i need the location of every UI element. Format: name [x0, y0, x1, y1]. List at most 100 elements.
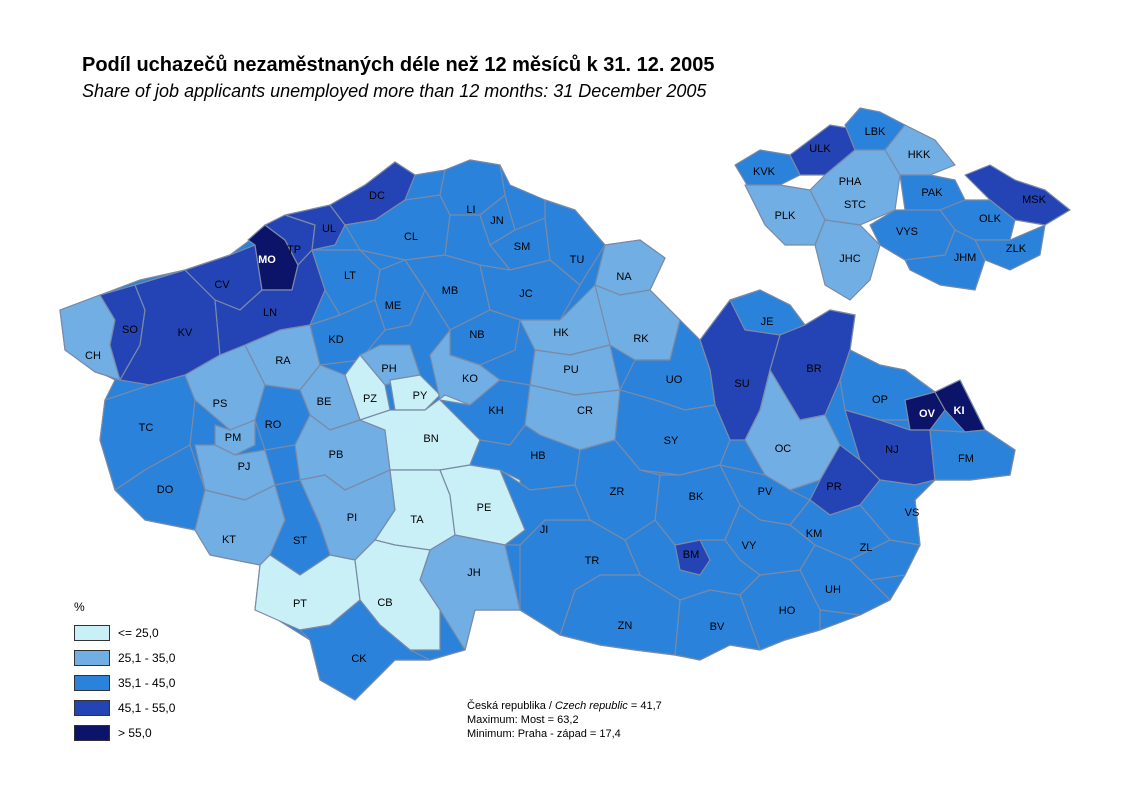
district-label-na: NA [616, 271, 632, 283]
district-label-pi: PI [347, 512, 357, 524]
district-label-tc: TC [139, 422, 154, 434]
district-label-kt: KT [222, 534, 236, 546]
district-label-bm: BM [683, 549, 700, 561]
region-label-jhm: JHM [954, 252, 977, 264]
region-label-hkk: HKK [908, 149, 931, 161]
district-label-kh: KH [488, 405, 503, 417]
region-label-pak: PAK [921, 187, 943, 199]
district-label-hk: HK [553, 327, 569, 339]
district-label-ki: KI [954, 405, 965, 417]
district-label-lt: LT [344, 270, 356, 282]
district-bv [674, 589, 761, 661]
region-label-olk: OLK [979, 213, 1002, 225]
district-label-kd: KD [328, 334, 343, 346]
district-zr [574, 439, 661, 541]
district-map: CH SO KV CV MO TP UL DC LN CL LI JN SM TU NA LT ME MB JC TC… [59, 159, 1016, 701]
district-label-bv: BV [710, 621, 725, 633]
summary-notes: Česká republika / Czech republic = 41,7 … [467, 699, 662, 741]
district-label-zr: ZR [610, 486, 625, 498]
district-label-hb: HB [530, 450, 545, 462]
district-label-bk: BK [689, 491, 704, 503]
legend-label: 45,1 - 55,0 [118, 700, 176, 715]
legend-item: 45,1 - 55,0 [74, 695, 175, 720]
district-label-ra: RA [275, 355, 291, 367]
district-li [439, 159, 506, 216]
district-label-ta: TA [410, 514, 424, 526]
district-label-sm: SM [514, 241, 531, 253]
region-label-pha: PHA [839, 176, 862, 188]
district-label-cr: CR [577, 405, 593, 417]
region-label-kvk: KVK [753, 166, 776, 178]
country-average: Česká republika / Czech republic = 41,7 [467, 700, 662, 712]
district-ji [499, 469, 591, 546]
district-label-tr: TR [585, 555, 600, 567]
maximum-note: Maximum: Most = 63,2 [467, 714, 579, 726]
district-label-dc: DC [369, 190, 385, 202]
district-label-cb: CB [377, 597, 392, 609]
district-label-mb: MB [442, 285, 459, 297]
region-label-ulk: ULK [809, 143, 831, 155]
district-label-br: BR [806, 363, 821, 375]
district-vy [724, 504, 816, 576]
region-label-jhc: JHC [839, 253, 860, 265]
district-label-pm: PM [225, 432, 242, 444]
district-label-vy: VY [742, 540, 757, 552]
legend-item: 25,1 - 35,0 [74, 645, 175, 670]
district-label-pe: PE [477, 502, 492, 514]
map-subtitle: Share of job applicants unemployed more … [82, 81, 707, 101]
district-label-tu: TU [570, 254, 585, 266]
district-label-ph: PH [381, 363, 396, 375]
district-ov [904, 391, 946, 431]
district-label-oc: OC [775, 443, 792, 455]
district-label-zl: ZL [860, 542, 873, 554]
district-label-nb: NB [469, 329, 484, 341]
district-label-ul: UL [322, 223, 336, 235]
district-label-ko: KO [462, 373, 478, 385]
district-label-vs: VS [905, 507, 920, 519]
district-label-ps: PS [213, 398, 228, 410]
legend-swatch [74, 699, 110, 716]
district-label-sy: SY [664, 435, 679, 447]
district-sy [614, 389, 731, 476]
legend-item: <= 25,0 [74, 620, 175, 645]
district-label-bn: BN [423, 433, 438, 445]
district-label-ck: CK [351, 653, 367, 665]
district-label-jc: JC [519, 288, 533, 300]
district-label-mo: MO [258, 254, 276, 266]
district-label-ch: CH [85, 350, 101, 362]
district-label-ln: LN [263, 307, 277, 319]
legend-swatch [74, 649, 110, 666]
district-label-do: DO [157, 484, 174, 496]
region-label-zlk: ZLK [1006, 243, 1027, 255]
region-label-msk: MSK [1022, 194, 1047, 206]
legend-swatch [74, 624, 110, 641]
legend: % <= 25,0 25,1 - 35,0 35,1 - 45,0 45,1 - 55… [74, 600, 175, 745]
district-label-pu: PU [563, 364, 578, 376]
district-label-ji: JI [540, 524, 549, 536]
legend-item: 35,1 - 45,0 [74, 670, 175, 695]
district-label-cv: CV [214, 279, 230, 291]
district-label-st: ST [293, 535, 307, 547]
district-label-uo: UO [666, 374, 683, 386]
region-label-lbk: LBK [865, 126, 886, 138]
region-jhc [814, 219, 881, 301]
legend-swatch [74, 724, 110, 741]
district-label-ho: HO [779, 605, 796, 617]
legend-swatch [74, 674, 110, 691]
district-label-km: KM [806, 528, 823, 540]
map-title: Podíl uchazečů nezaměstnaných déle než 1… [82, 54, 715, 76]
legend-item: > 55,0 [74, 720, 175, 745]
district-label-tp: TP [287, 244, 301, 256]
district-label-cl: CL [404, 231, 418, 243]
district-label-rk: RK [633, 333, 649, 345]
legend-unit: % [74, 600, 85, 614]
legend-label: > 55,0 [118, 725, 152, 740]
district-label-fm: FM [958, 453, 974, 465]
district-label-nj: NJ [885, 444, 898, 456]
district-label-pj: PJ [238, 461, 251, 473]
legend-label: 25,1 - 35,0 [118, 650, 176, 665]
district-label-kv: KV [178, 327, 193, 339]
district-label-pr: PR [826, 481, 841, 493]
minimum-note: Minimum: Praha - západ = 17,4 [467, 728, 621, 740]
